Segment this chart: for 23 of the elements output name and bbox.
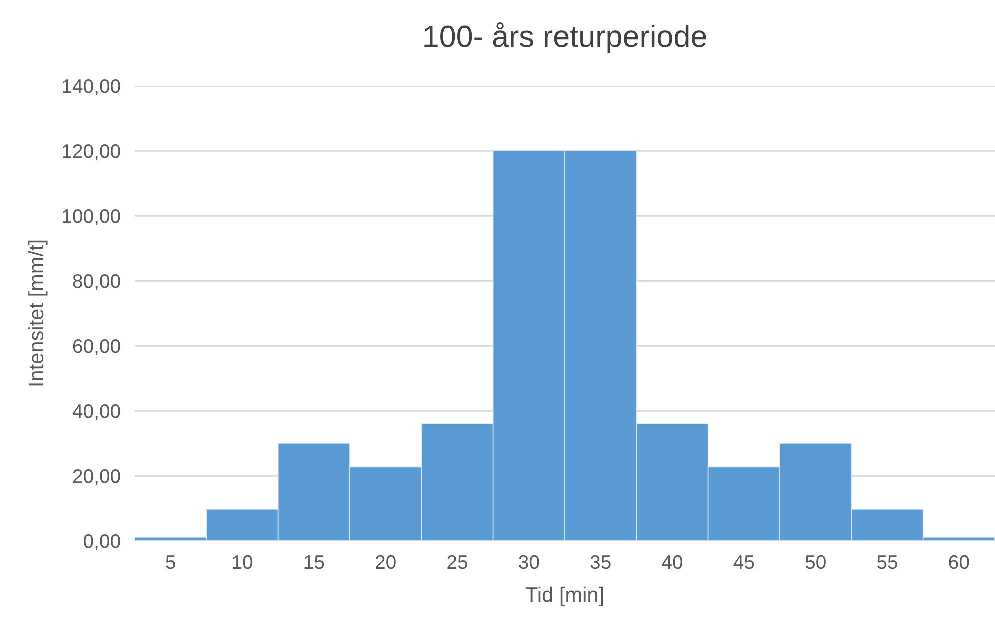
y-tick-label: 20,00 xyxy=(73,469,120,486)
x-tick-label: 55 xyxy=(877,556,898,570)
x-tick-label: 20 xyxy=(376,555,396,570)
y-tick-label: 140,00 xyxy=(63,79,120,96)
y-tick-label: 40,00 xyxy=(72,404,120,421)
y-axis-title: Intensitet [mm/t] xyxy=(28,240,48,386)
x-tick-label: 45 xyxy=(734,556,754,570)
x-tick-label: 35 xyxy=(590,555,611,570)
x-tick-label: 30 xyxy=(519,555,540,570)
x-tick-label: 10 xyxy=(233,555,253,570)
x-axis-title: Tid [min] xyxy=(526,586,604,606)
y-tick-label: 0,00 xyxy=(84,534,120,551)
x-tick-label: 60 xyxy=(949,555,970,570)
y-tick-label: 120,00 xyxy=(63,144,120,161)
x-tick-label: 50 xyxy=(806,555,826,570)
y-tick-label: 60,00 xyxy=(73,339,120,356)
y-tick-label: 100,00 xyxy=(63,209,120,226)
x-tick-label: 40 xyxy=(662,555,683,570)
chart-title: 100- års returperiode xyxy=(424,22,706,54)
x-tick-label: 15 xyxy=(304,556,324,570)
y-tick-label: 80,00 xyxy=(73,274,120,291)
x-tick-label: 5 xyxy=(166,556,176,570)
x-tick-label: 25 xyxy=(448,555,468,570)
